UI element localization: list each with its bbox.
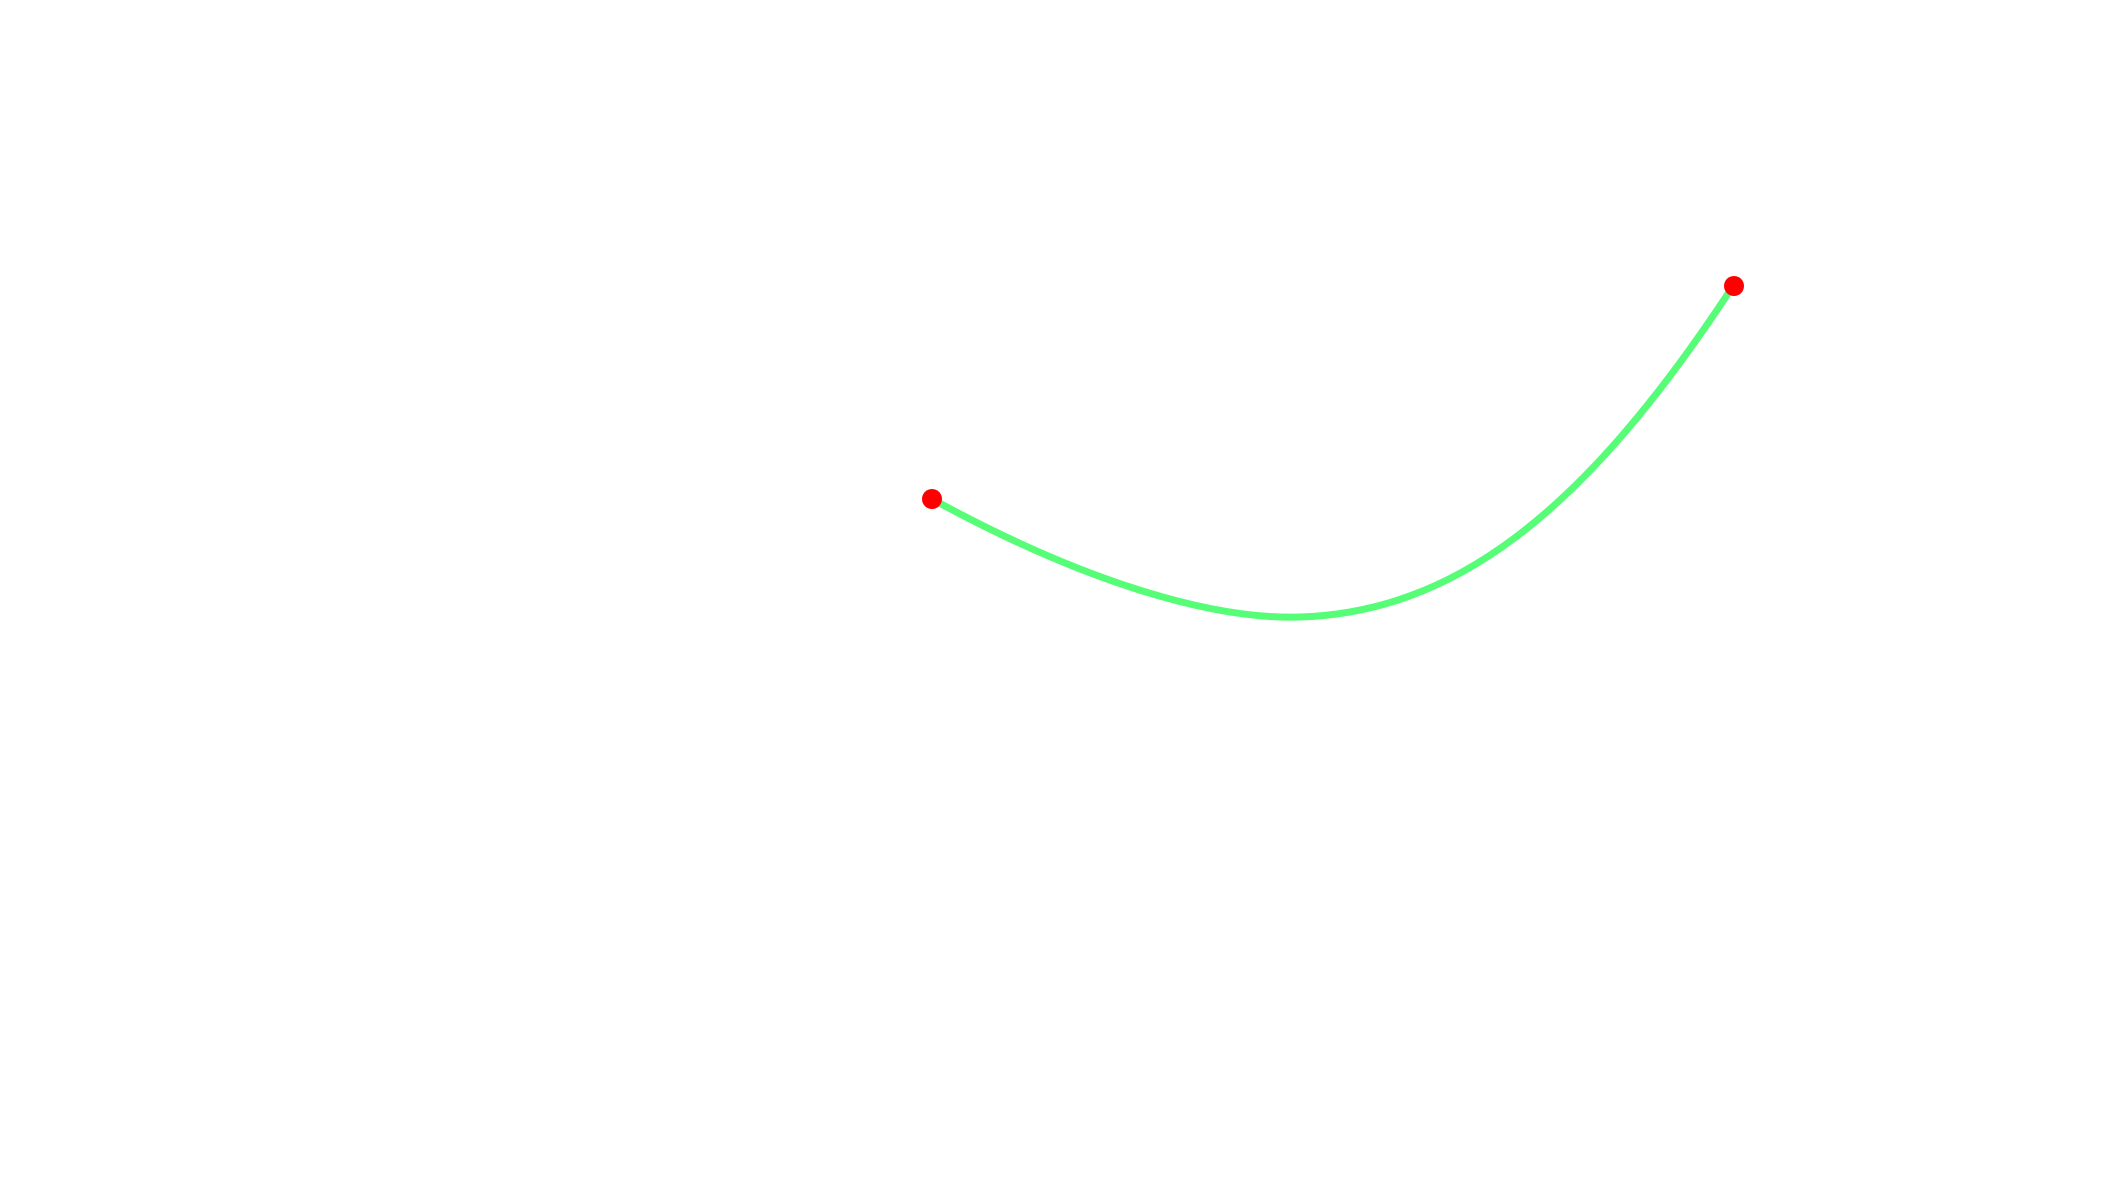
bezier-curve — [928, 282, 1737, 621]
start-point[interactable] — [922, 489, 942, 509]
end-point[interactable] — [1724, 276, 1744, 296]
